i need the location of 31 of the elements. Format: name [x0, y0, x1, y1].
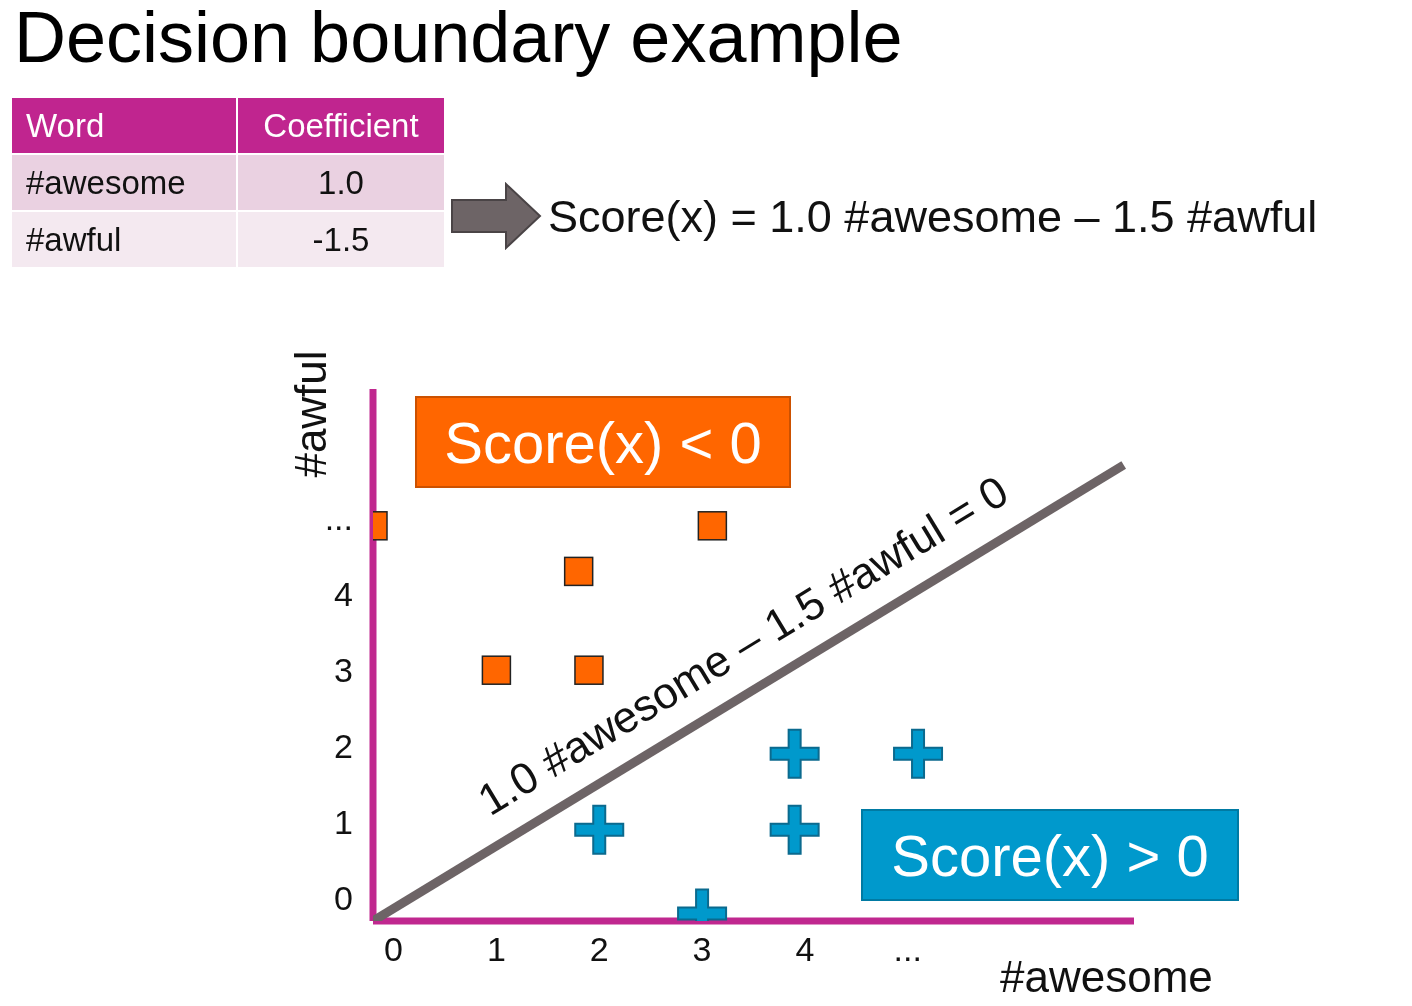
y-tick-label: 2 [334, 727, 353, 766]
point [769, 804, 820, 855]
x-tick-label: 2 [589, 930, 609, 969]
category-label: #awful [11, 211, 237, 268]
y-tick-label: ... [324, 499, 353, 538]
data-label: -1.5 [237, 211, 445, 268]
x-tick-label: 0 [384, 930, 404, 969]
point [697, 511, 728, 541]
y-tick-label: 3 [334, 651, 353, 690]
y-axis-title: #awful [286, 350, 336, 478]
point [574, 804, 625, 855]
x-axis-title: #awesome [1000, 952, 1213, 1002]
point [769, 728, 820, 779]
text: Coefficient [237, 97, 445, 154]
x-tick-label: 1 [486, 930, 506, 969]
text: Score(x) = 1.0 #awesome – 1.5 #awful [548, 191, 1318, 243]
y-tick-label: 4 [334, 575, 353, 614]
x-tick-label: 3 [692, 930, 712, 969]
x-tick-label: 4 [795, 930, 815, 969]
point [563, 556, 594, 587]
data-label: 1.0 [237, 154, 445, 211]
text: Word [11, 97, 237, 154]
y-tick-label: 1 [334, 803, 353, 842]
point [481, 655, 512, 685]
x-tick-label: ... [893, 930, 922, 969]
annotation: Score(x) > 0 [861, 809, 1239, 901]
annotation: Score(x) < 0 [415, 396, 791, 488]
point [893, 728, 944, 779]
category-label: #awesome [11, 154, 237, 211]
y-tick-label: 0 [334, 879, 353, 918]
text: Decision boundary example [14, 0, 903, 78]
